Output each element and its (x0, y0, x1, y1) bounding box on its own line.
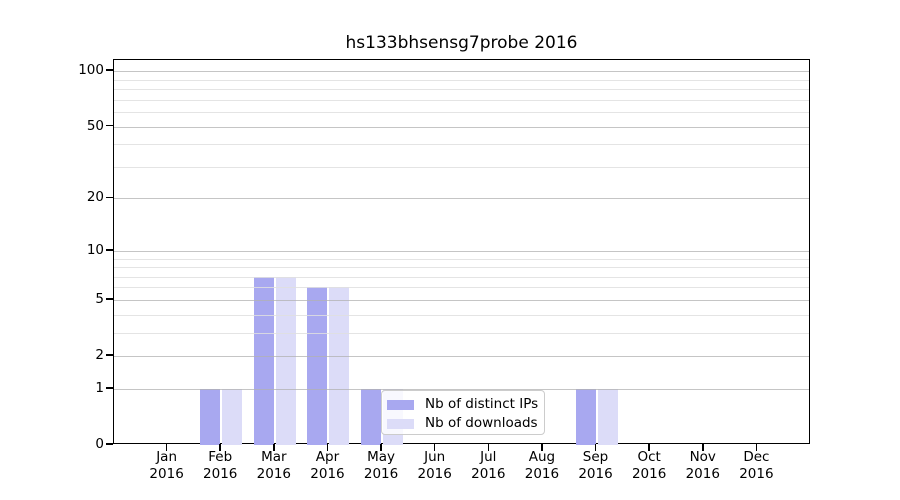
y-tick-mark (106, 69, 113, 71)
chart-title: hs133bhsensg7probe 2016 (345, 33, 578, 53)
y-tick-label: 20 (86, 189, 104, 206)
x-tick-mark (326, 444, 329, 451)
y-tick-label: 2 (95, 347, 104, 364)
y-tick-label: 1 (95, 379, 104, 396)
bar-distinct-ips (253, 276, 274, 445)
x-tick-label: Jun 2016 (417, 449, 452, 482)
gridline-major (114, 250, 809, 252)
gridline-major (114, 198, 809, 200)
bar-distinct-ips (307, 287, 328, 445)
x-tick-mark (755, 444, 758, 451)
legend-label: Nb of downloads (425, 415, 538, 431)
gridline-minor (114, 79, 809, 81)
x-tick-label: Dec 2016 (739, 449, 774, 482)
gridline-major (114, 71, 809, 73)
y-tick-mark (106, 196, 113, 199)
bar-downloads (222, 388, 243, 445)
x-tick-label: Apr 2016 (310, 449, 345, 482)
x-tick-label: May 2016 (363, 449, 399, 482)
y-tick-mark (106, 443, 113, 445)
legend: Nb of distinct IPs Nb of downloads (381, 390, 545, 435)
y-tick-label: 0 (95, 436, 104, 452)
gridline-major (114, 299, 809, 301)
gridline-minor (114, 89, 809, 91)
bar-distinct-ips (361, 388, 382, 445)
x-tick-label: Nov 2016 (685, 449, 720, 482)
x-tick-mark (648, 444, 650, 451)
x-tick-mark (594, 444, 597, 451)
x-tick-mark (380, 444, 382, 451)
legend-item: Nb of downloads (382, 414, 544, 433)
legend-swatch-downloads (387, 418, 414, 429)
x-tick-mark (487, 444, 490, 451)
x-tick-mark (273, 444, 275, 451)
y-tick-mark (106, 387, 113, 389)
y-tick-label: 5 (95, 290, 104, 307)
gridline-minor (114, 99, 809, 101)
x-tick-mark (165, 444, 168, 451)
legend-label: Nb of distinct IPs (425, 396, 539, 412)
y-tick-mark (106, 298, 113, 300)
y-tick-mark (106, 354, 113, 356)
bar-distinct-ips (575, 388, 596, 445)
gridline-minor (114, 287, 809, 289)
gridline-minor (114, 314, 809, 316)
gridline-minor (114, 166, 809, 168)
x-tick-mark (702, 444, 704, 451)
plot-area: Nb of distinct IPs Nb of downloads (113, 59, 810, 445)
x-tick-mark (433, 444, 436, 451)
x-tick-label: Aug 2016 (524, 449, 560, 482)
gridline-minor (114, 258, 809, 260)
y-tick-mark (106, 124, 113, 127)
bar-downloads (597, 388, 618, 445)
x-tick-label: Mar 2016 (256, 449, 292, 482)
gridline-major (114, 356, 809, 358)
gridline-minor (114, 144, 809, 146)
x-tick-label: Jan 2016 (149, 449, 184, 482)
x-tick-mark (219, 444, 221, 451)
x-tick-label: Oct 2016 (631, 449, 667, 482)
x-tick-label: Jul 2016 (471, 449, 506, 482)
legend-swatch-distinct-ips (387, 399, 414, 410)
bar-downloads (329, 287, 350, 445)
y-tick-label: 10 (86, 241, 104, 258)
bar-downloads (275, 276, 296, 445)
x-tick-label: Feb 2016 (203, 449, 238, 482)
bar-distinct-ips (200, 388, 221, 445)
gridline-minor (114, 276, 809, 278)
grid-layer (114, 60, 809, 443)
gridline-minor (114, 267, 809, 269)
gridline-major (114, 388, 809, 390)
y-tick-label: 100 (78, 62, 104, 79)
x-tick-label: Sep 2016 (578, 449, 613, 482)
legend-item: Nb of distinct IPs (382, 395, 544, 414)
gridline-minor (114, 332, 809, 334)
x-tick-mark (541, 444, 543, 451)
gridline-major (114, 126, 809, 128)
gridline-minor (114, 112, 809, 114)
y-tick-mark (106, 249, 113, 251)
y-tick-label: 50 (86, 117, 104, 134)
